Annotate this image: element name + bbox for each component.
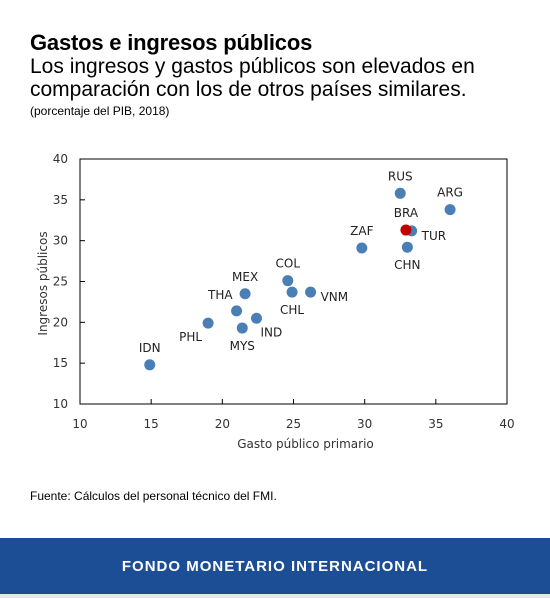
point-label-col: COL [276,257,301,271]
point-label-phl: PHL [179,330,202,344]
data-point-rus [394,187,406,199]
units-note: (porcentaje del PIB, 2018) [30,104,170,118]
data-point-col [282,275,294,287]
data-point-chn [401,241,413,253]
y-tick-label: 25 [53,275,68,289]
data-point-ind [250,312,262,324]
point-label-mys: MYS [230,339,255,353]
data-point-chl [286,286,298,298]
data-point-bra [400,224,412,236]
footer-bar: FONDO MONETARIO INTERNACIONAL [0,538,550,594]
point-label-chl: CHL [280,303,304,317]
data-point-arg [444,204,456,216]
x-tick-label: 15 [144,417,159,431]
data-point-zaf [356,242,368,254]
y-tick-label: 15 [53,356,68,370]
point-label-vnm: VNM [321,290,349,304]
x-tick-label: 30 [357,417,372,431]
y-axis-label: Ingresos públicos [36,231,50,335]
point-label-bra: BRA [394,206,419,220]
point-label-mex: MEX [232,270,258,284]
x-tick-label: 35 [428,417,443,431]
y-tick-label: 10 [53,397,68,411]
data-point-idn [144,359,156,371]
footer-label: FONDO MONETARIO INTERNACIONAL [121,557,429,575]
source-note: Fuente: Cálculos del personal técnico de… [30,489,277,503]
data-point-mys [236,322,248,334]
data-point-tha [231,305,243,317]
point-label-ind: IND [260,325,282,339]
point-label-idn: IDN [139,341,161,355]
data-point-mex [239,288,251,300]
bottom-strip [0,594,550,598]
data-point-vnm [305,286,317,298]
chart-title: Gastos e ingresos públicos [30,30,313,55]
point-label-tha: THA [207,288,233,302]
point-label-chn: CHN [394,258,420,272]
x-tick-label: 25 [286,417,301,431]
y-tick-label: 40 [53,152,68,166]
point-label-tur: TUR [421,229,446,243]
point-label-arg: ARG [437,186,463,200]
scatter-chart: 10 15 20 25 30 35 40 10 15 20 25 30 35 40 Gasto públic… [36,152,515,451]
point-label-zaf: ZAF [350,224,373,238]
x-tick-label: 10 [72,417,87,431]
x-tick-label: 40 [499,417,514,431]
data-point-phl [202,317,214,329]
y-tick-label: 20 [53,315,68,329]
x-tick-label: 20 [215,417,230,431]
chart-subtitle: Los ingresos y gastos públicos son eleva… [30,55,475,101]
y-tick-label: 35 [53,193,68,207]
x-axis-label: Gasto público primario [237,437,374,451]
y-tick-label: 30 [53,234,68,248]
point-label-rus: RUS [388,169,413,183]
